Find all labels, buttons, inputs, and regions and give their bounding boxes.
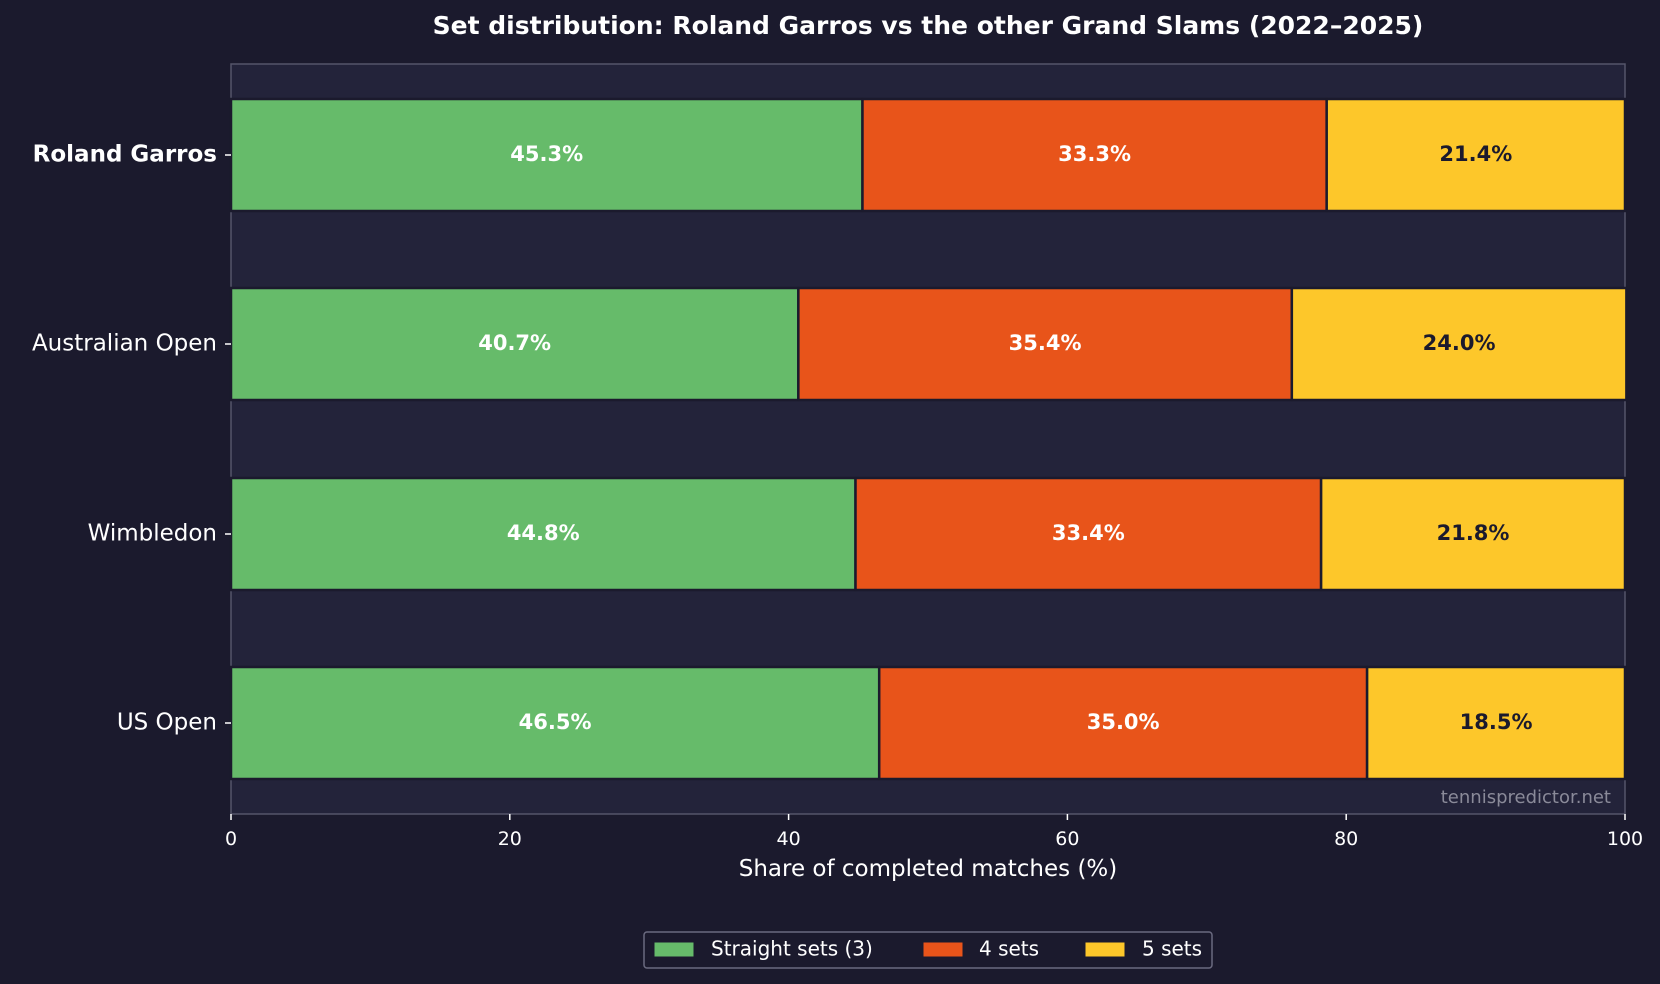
bar-2-0 [1325, 97, 1627, 213]
bar-2-2 [1319, 476, 1627, 592]
bar-label-0-3: 46.5% [519, 710, 592, 734]
watermark: tennispredictor.net [1441, 787, 1611, 808]
bar-label-0-1: 40.7% [478, 331, 551, 355]
bar-1-2 [854, 476, 1323, 592]
legend-swatch-2 [1084, 941, 1126, 958]
bar-label-0-2: 44.8% [507, 521, 580, 545]
bar-0-3 [229, 665, 881, 781]
bar-label-1-0: 33.3% [1058, 142, 1131, 166]
bar-2-3 [1365, 665, 1627, 781]
x-axis-label: Share of completed matches (%) [739, 856, 1118, 882]
x-tick-label: 80 [1334, 828, 1358, 850]
y-tick-label: Australian Open [32, 331, 217, 357]
bar-label-1-2: 33.4% [1052, 521, 1125, 545]
legend-label-1: 4 sets [979, 937, 1039, 961]
x-tick-label: 60 [1055, 828, 1079, 850]
bar-label-0-0: 45.3% [510, 142, 583, 166]
bars-group: 45.3% 33.3% 21.4% 40.7% 35.4% 24.0% 44.8% 33.4%… [229, 97, 1628, 781]
y-tick-label: Wimbledon [88, 521, 217, 547]
x-axis: 0 20 40 60 80 100 [225, 814, 1643, 850]
bar-0-2 [229, 476, 857, 592]
bar-1-1 [797, 286, 1294, 402]
bar-0-1 [229, 286, 800, 402]
bar-2-1 [1290, 286, 1628, 402]
legend: Straight sets (3) 4 sets 5 sets [643, 931, 1213, 969]
legend-swatch-1 [922, 941, 964, 958]
x-tick-label: 100 [1607, 828, 1643, 850]
bar-label-1-1: 35.4% [1009, 331, 1082, 355]
bar-1-0 [861, 97, 1328, 213]
bar-1-3 [877, 665, 1369, 781]
bar-label-2-0: 21.4% [1439, 142, 1512, 166]
bar-label-2-3: 18.5% [1460, 710, 1533, 734]
x-tick-label: 0 [225, 828, 237, 850]
y-axis: Roland Garros Australian Open Wimbledon US … [32, 142, 231, 736]
legend-swatch-0 [653, 941, 695, 958]
bar-label-2-1: 24.0% [1423, 331, 1496, 355]
y-tick-label: Roland Garros [33, 142, 217, 168]
bar-label-1-3: 35.0% [1087, 710, 1160, 734]
bar-0-0 [229, 97, 864, 213]
bar-label-2-2: 21.8% [1437, 521, 1510, 545]
legend-label-2: 5 sets [1142, 937, 1202, 961]
chart-title: Set distribution: Roland Garros vs the o… [433, 11, 1424, 40]
y-tick-label: US Open [117, 710, 217, 736]
x-tick-label: 40 [777, 828, 801, 850]
legend-label-0: Straight sets (3) [711, 937, 873, 961]
x-tick-label: 20 [498, 828, 522, 850]
